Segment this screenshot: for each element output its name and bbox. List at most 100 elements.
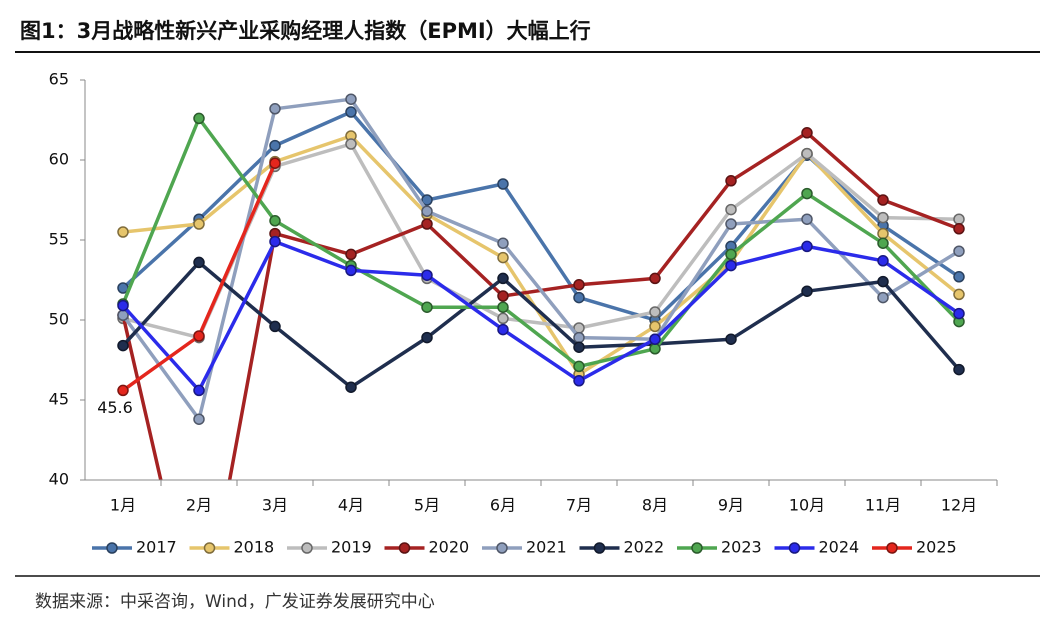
point bbox=[877, 227, 889, 240]
point bbox=[421, 301, 433, 313]
point bbox=[421, 331, 433, 344]
series-line bbox=[121, 131, 960, 480]
point bbox=[117, 384, 129, 397]
x-tick-label: 3月 bbox=[262, 496, 288, 515]
data-label: 45.6 bbox=[97, 398, 133, 417]
point bbox=[193, 112, 205, 125]
point bbox=[345, 138, 357, 150]
point bbox=[953, 307, 965, 320]
point bbox=[193, 413, 205, 425]
x-tick-label: 7月 bbox=[566, 496, 592, 515]
point bbox=[193, 256, 205, 269]
point bbox=[345, 248, 357, 261]
legend-marker bbox=[691, 542, 703, 554]
point bbox=[497, 237, 509, 249]
legend-label: 2023 bbox=[721, 538, 762, 557]
point bbox=[573, 341, 585, 353]
series-line bbox=[121, 97, 960, 421]
y-tick-label: 50 bbox=[49, 310, 69, 329]
x-tick-label: 5月 bbox=[414, 496, 440, 515]
legend-marker bbox=[398, 542, 411, 554]
point bbox=[801, 285, 813, 297]
y-tick-label: 40 bbox=[49, 470, 69, 489]
point bbox=[193, 218, 205, 230]
x-tick-label: 2月 bbox=[186, 496, 212, 515]
point bbox=[497, 251, 509, 264]
y-tick-label: 65 bbox=[49, 70, 69, 89]
point bbox=[649, 272, 661, 285]
x-tick-label: 12月 bbox=[941, 496, 977, 515]
point bbox=[497, 178, 509, 190]
legend-marker bbox=[106, 542, 118, 554]
point bbox=[877, 237, 889, 249]
plot-lines bbox=[117, 93, 965, 480]
point bbox=[193, 330, 205, 342]
source: 数据来源：中采咨询，Wind，广发证券发展研究中心 bbox=[35, 592, 435, 612]
point bbox=[345, 93, 357, 105]
point bbox=[269, 215, 281, 227]
point bbox=[193, 384, 205, 397]
point bbox=[953, 245, 965, 257]
point bbox=[877, 194, 889, 206]
point bbox=[497, 301, 509, 313]
legend-marker bbox=[301, 542, 313, 554]
point bbox=[421, 218, 433, 230]
point bbox=[573, 375, 585, 387]
point bbox=[421, 194, 433, 206]
point bbox=[269, 320, 281, 333]
point bbox=[953, 363, 965, 376]
point bbox=[801, 187, 813, 200]
y-tick-label: 45 bbox=[49, 390, 69, 409]
point bbox=[725, 248, 737, 261]
point bbox=[725, 203, 737, 216]
point bbox=[117, 226, 129, 238]
x-tick-label: 11月 bbox=[865, 496, 901, 515]
point bbox=[649, 306, 661, 318]
point bbox=[345, 381, 357, 393]
point bbox=[269, 139, 281, 152]
legend-marker bbox=[496, 542, 508, 554]
point bbox=[497, 272, 509, 285]
point bbox=[573, 331, 585, 344]
point bbox=[269, 103, 281, 115]
point bbox=[877, 211, 889, 224]
point bbox=[269, 235, 281, 248]
series-line bbox=[121, 260, 961, 389]
point bbox=[421, 269, 433, 281]
point bbox=[877, 291, 889, 304]
legend-label: 2019 bbox=[331, 538, 372, 557]
legend-label: 2017 bbox=[136, 538, 177, 557]
y-tick-label: 55 bbox=[49, 230, 69, 249]
chart-title: 图1：3月战略性新兴产业采购经理人指数（EPMI）大幅上行 bbox=[20, 19, 591, 43]
y-tick-label: 60 bbox=[49, 150, 69, 169]
legend-label: 2020 bbox=[429, 538, 470, 557]
point bbox=[497, 312, 509, 325]
point bbox=[953, 288, 965, 301]
point bbox=[953, 213, 965, 225]
point bbox=[421, 205, 433, 217]
point bbox=[345, 264, 357, 277]
point bbox=[497, 323, 509, 336]
point bbox=[117, 339, 129, 352]
point bbox=[573, 360, 585, 373]
point bbox=[725, 175, 737, 187]
point bbox=[953, 223, 965, 235]
x-tick-label: 6月 bbox=[490, 496, 516, 515]
point bbox=[801, 240, 813, 253]
point bbox=[801, 213, 813, 225]
point bbox=[345, 106, 357, 118]
point bbox=[953, 271, 965, 283]
x-tick-label: 9月 bbox=[718, 496, 744, 515]
point bbox=[725, 333, 737, 345]
x-tick-label: 4月 bbox=[338, 496, 364, 515]
point bbox=[497, 290, 509, 302]
x-tick-label: 8月 bbox=[642, 496, 668, 515]
point bbox=[801, 127, 813, 139]
point bbox=[649, 343, 661, 355]
x-tick-label: 1月 bbox=[110, 496, 136, 515]
series-line bbox=[121, 239, 960, 393]
series-line bbox=[122, 134, 961, 377]
point bbox=[725, 218, 737, 230]
legend-label: 2021 bbox=[526, 538, 567, 557]
